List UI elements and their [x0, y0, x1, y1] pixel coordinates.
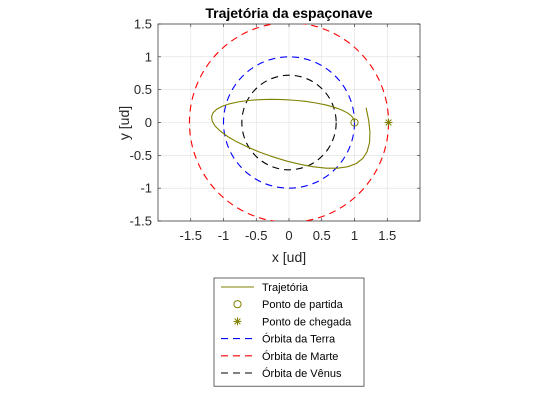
- y-tick-label: -1.5: [130, 214, 152, 229]
- end-point-marker: [384, 118, 393, 127]
- y-tick-label: 1.5: [134, 17, 152, 32]
- start-point-marker: [350, 118, 359, 127]
- legend-label: Ponto de partida: [262, 299, 344, 311]
- x-tick-label: -1.5: [180, 228, 202, 243]
- legend-item: Ponto de chegada: [233, 316, 352, 328]
- x-tick-label: 1: [351, 228, 358, 243]
- y-axis-label: y [ud]: [116, 106, 132, 140]
- legend-marker-circle: [233, 300, 242, 309]
- legend-label: Órbita de Vênus: [262, 367, 342, 380]
- legend-label: Ponto de chegada: [262, 316, 352, 328]
- axes-box: [157, 23, 421, 222]
- x-tick-label: 1.5: [378, 228, 396, 243]
- chart-title: Trajetória da espaçonave: [205, 5, 373, 21]
- legend-item: Trajetória: [221, 282, 309, 294]
- legend-item: Órbita de Vênus: [221, 367, 342, 380]
- legend: Trajetória Ponto de partida Ponto de chega…: [213, 277, 365, 387]
- x-tick-label: 0: [285, 228, 292, 243]
- grid: [158, 23, 420, 222]
- x-tick-label: 0.5: [313, 228, 331, 243]
- legend-label: Órbita de Marte: [262, 350, 338, 363]
- plot-area: [188, 24, 393, 221]
- legend-item: Órbita da Terra: [221, 333, 336, 346]
- y-tick-label: 0: [145, 115, 152, 130]
- y-tick-label: 0.5: [134, 82, 152, 97]
- y-tick-label: -1: [140, 181, 152, 196]
- axes: -1.5 -1 -0.5 0 0.5 1 1.5 -1.5 -1 -0.5 0 0.5 1 1.5: [130, 17, 421, 243]
- trajectory-line: [211, 98, 371, 169]
- x-tick-label: -1: [218, 228, 230, 243]
- legend-label: Trajetória: [262, 282, 309, 294]
- legend-item: Ponto de partida: [233, 299, 344, 311]
- x-axis-label: x [ud]: [272, 249, 306, 265]
- y-tick-label: 1: [145, 49, 152, 64]
- legend-item: Órbita de Marte: [221, 350, 338, 363]
- y-tick-label: -0.5: [130, 148, 152, 163]
- venus-orbit-line: [241, 74, 337, 171]
- legend-box: [213, 277, 365, 387]
- legend-marker-asterisk: [233, 317, 242, 326]
- legend-label: Órbita da Terra: [262, 333, 336, 346]
- x-tick-label: -0.5: [245, 228, 267, 243]
